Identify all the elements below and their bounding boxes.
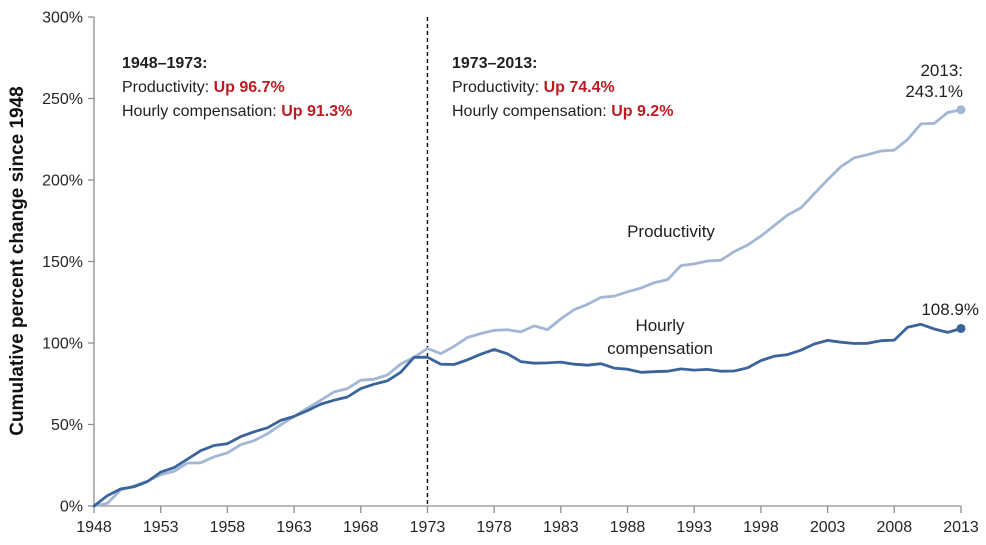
hourly-compensation-end-marker [956,323,966,333]
annotation-1-productivity-label: Productivity: [122,79,214,96]
x-tick-label: 1998 [743,519,779,536]
x-tick-label: 1988 [610,519,646,536]
y-tick-label: 0% [60,499,83,516]
x-tick-label: 1973 [410,519,446,536]
y-tick-label: 50% [51,417,83,434]
x-tick-label: 1993 [676,519,712,536]
x-tick-label: 1963 [276,519,312,536]
y-axis-title: Cumulative percent change since 1948 [7,86,28,436]
productivity-line [92,108,963,508]
annotation-2-heading: 1973–2013: [452,55,538,72]
annotation-period-1948-1973: 1948–1973: Productivity: Up 96.7% Hourly… [122,52,352,124]
productivity-series-label: Productivity [627,222,715,241]
hourly-compensation-line [92,322,963,508]
x-tick-label: 2008 [877,519,913,536]
x-tick-label: 1958 [210,519,246,536]
compensation-series-label: Hourly compensation [607,316,713,358]
x-tick-label: 1953 [143,519,179,536]
x-tick-label: 2003 [810,519,846,536]
productivity-end-marker [956,105,966,115]
productivity-end-value-label: 2013: 243.1% [905,61,963,101]
x-tick-label: 1948 [76,519,112,536]
annotation-period-1973-2013: 1973–2013: Productivity: Up 74.4% Hourly… [452,52,673,124]
annotation-1-heading: 1948–1973: [122,55,208,72]
y-tick-label: 100% [42,336,83,353]
annotation-2-productivity-label: Productivity: [452,79,544,96]
y-tick-label: 300% [42,10,83,27]
x-tick-label: 1983 [543,519,579,536]
y-tick-label: 200% [42,173,83,190]
annotation-1-compensation-label: Hourly compensation: [122,103,282,120]
annotation-2-compensation-label: Hourly compensation: [452,103,612,120]
x-tick-label: 1968 [343,519,379,536]
y-tick-label: 150% [42,254,83,271]
annotation-1-compensation-row: Hourly compensation: Up 91.3% [122,100,352,124]
x-tick-label: 1978 [476,519,512,536]
compensation-end-value-label: 108.9% [921,300,979,319]
annotation-1-productivity-value: Up 96.7% [213,79,285,96]
annotation-2-productivity-value: Up 74.4% [543,79,615,96]
annotation-2-compensation-value: Up 9.2% [611,103,674,120]
annotation-2-compensation-row: Hourly compensation: Up 9.2% [452,100,673,124]
annotation-2-productivity-row: Productivity: Up 74.4% [452,76,673,100]
x-tick-label: 2013 [943,519,979,536]
annotation-1-productivity-row: Productivity: Up 96.7% [122,76,352,100]
annotation-1-compensation-value: Up 91.3% [281,103,353,120]
y-tick-label: 250% [42,91,83,108]
